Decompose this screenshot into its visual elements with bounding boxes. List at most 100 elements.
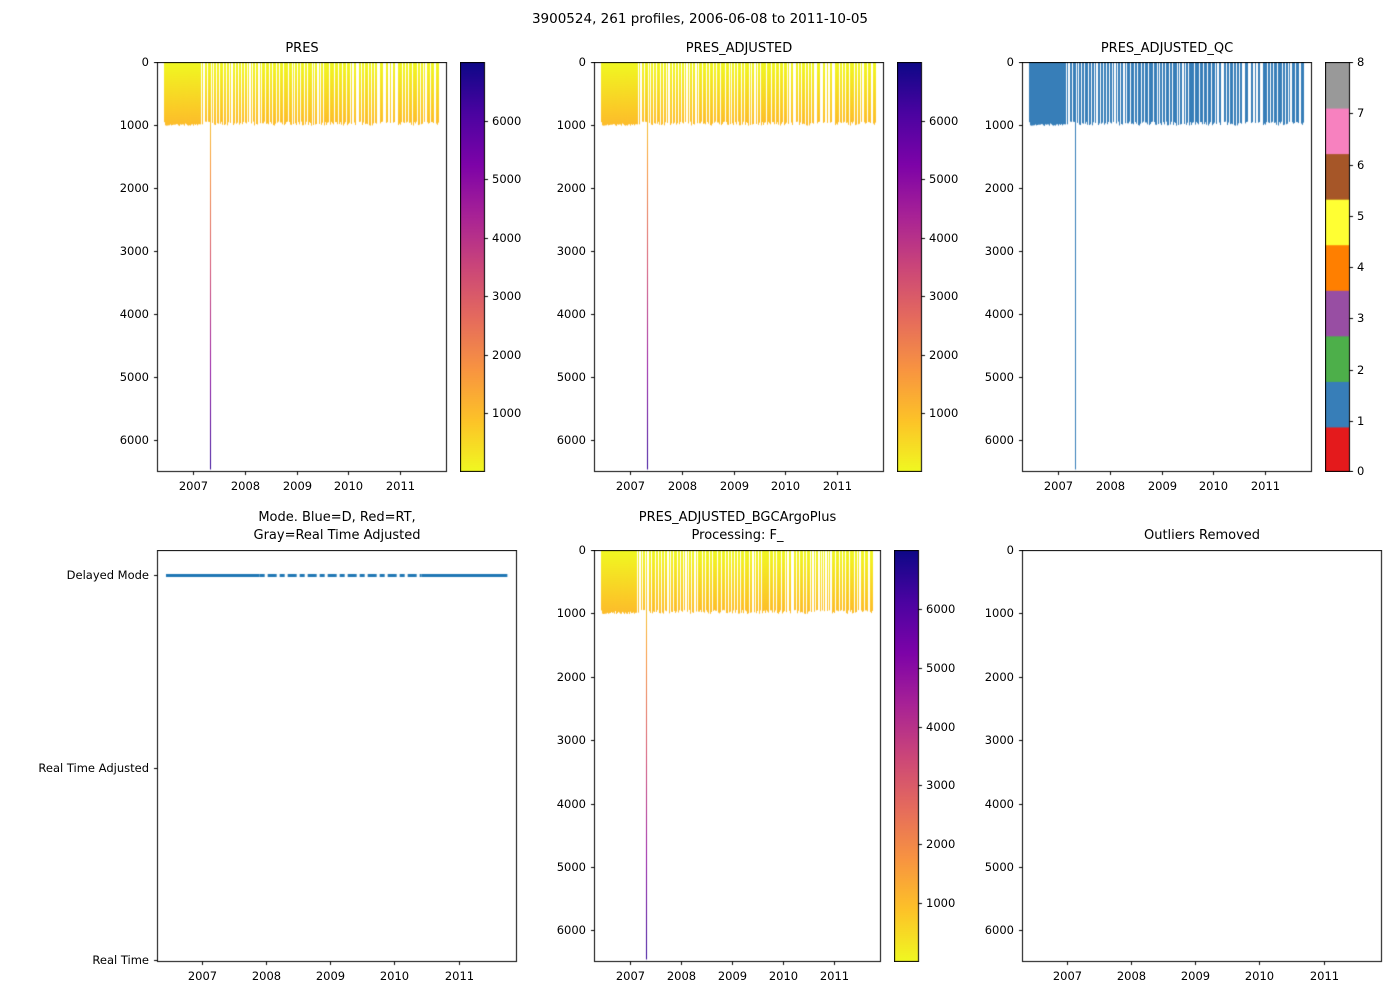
bgc-plot-canvas — [588, 550, 883, 969]
outliers-plot-canvas — [1016, 550, 1384, 969]
pres-adjusted-qc-plot-canvas — [1016, 62, 1314, 479]
subplot-title-pres-adjusted-qc: PRES_ADJUSTED_QC — [1100, 41, 1234, 56]
pres-colorbar-tick-label: 2000 — [492, 348, 522, 362]
pres-xtick-label: 2008 — [230, 479, 261, 493]
mode-category-label: Real Time Adjusted — [38, 761, 149, 775]
pres-colorbar-tick-label: 6000 — [492, 114, 522, 128]
pres-adjusted-qc-colorbar-tick-label: 7 — [1357, 106, 1365, 120]
pres-ytick-label: 4000 — [119, 307, 149, 321]
bgc-colorbar-tick-label: 5000 — [926, 661, 956, 675]
pres-adjusted-qc-colorbar-tick-label: 1 — [1357, 414, 1365, 428]
outliers-ytick-label: 6000 — [984, 923, 1014, 937]
mode-xtick-label: 2010 — [379, 969, 410, 983]
bgc-colorbar-tick-label: 1000 — [926, 896, 956, 910]
outliers-xtick-label: 2010 — [1244, 969, 1275, 983]
pres-adjusted-colorbar-tick-label: 5000 — [929, 172, 959, 186]
bgc-ytick-label: 0 — [578, 543, 586, 557]
pres-adjusted-xtick-label: 2008 — [667, 479, 698, 493]
outliers-ytick-label: 5000 — [984, 860, 1014, 874]
pres-colorbar-tick-label: 5000 — [492, 172, 522, 186]
bgc-colorbar-tick-label: 2000 — [926, 837, 956, 851]
pres-adjusted-ytick-label: 5000 — [556, 370, 586, 384]
mode-xtick-label: 2011 — [444, 969, 475, 983]
bgc-ytick-label: 5000 — [556, 860, 586, 874]
outliers-xtick-label: 2011 — [1309, 969, 1340, 983]
bgc-colorbar-tick-label: 4000 — [926, 720, 956, 734]
pres-adjusted-ytick-label: 2000 — [556, 181, 586, 195]
pres-adjusted-qc-ytick-label: 4000 — [984, 307, 1014, 321]
pres-adjusted-qc-colorbar — [1325, 62, 1355, 472]
pres-adjusted-colorbar — [897, 62, 927, 472]
bgc-colorbar-tick-label: 6000 — [926, 602, 956, 616]
pres-adjusted-ytick-label: 6000 — [556, 433, 586, 447]
pres-adjusted-ytick-label: 4000 — [556, 307, 586, 321]
pres-adjusted-qc-xtick-label: 2010 — [1198, 479, 1229, 493]
pres-colorbar — [460, 62, 490, 472]
subplot-title-outliers: Outliers Removed — [1143, 528, 1261, 543]
mode-category-label: Real Time — [92, 953, 149, 967]
bgc-colorbar — [894, 550, 924, 962]
bgc-xtick-label: 2010 — [768, 969, 799, 983]
mode-plot-canvas — [151, 550, 519, 969]
subplot-title-pres-adjusted: PRES_ADJUSTED — [685, 41, 793, 56]
subplot-title-mode: Mode. Blue=D, Red=RT, Gray=Real Time Adj… — [253, 510, 421, 543]
mode-xtick-label: 2007 — [187, 969, 218, 983]
pres-adjusted-colorbar-tick-label: 1000 — [929, 406, 959, 420]
pres-adjusted-ytick-label: 0 — [578, 55, 586, 69]
pres-plot-canvas — [151, 62, 449, 479]
pres-adjusted-qc-colorbar-tick-label: 5 — [1357, 209, 1365, 223]
pres-adjusted-qc-ytick-label: 1000 — [984, 118, 1014, 132]
pres-adjusted-colorbar-tick-label: 6000 — [929, 114, 959, 128]
pres-ytick-label: 1000 — [119, 118, 149, 132]
subplot-title-pres: PRES — [285, 41, 319, 56]
pres-adjusted-qc-colorbar-tick-label: 8 — [1357, 55, 1365, 69]
pres-adjusted-qc-colorbar-tick-label: 6 — [1357, 158, 1365, 172]
pres-adjusted-colorbar-tick-label: 4000 — [929, 231, 959, 245]
pres-adjusted-colorbar-tick-label: 3000 — [929, 289, 959, 303]
subplot-title-bgc: PRES_ADJUSTED_BGCArgoPlus Processing: F_ — [638, 510, 837, 543]
pres-adjusted-qc-xtick-label: 2009 — [1147, 479, 1178, 493]
pres-adjusted-ytick-label: 1000 — [556, 118, 586, 132]
pres-adjusted-ytick-label: 3000 — [556, 244, 586, 258]
pres-adjusted-qc-xtick-label: 2008 — [1095, 479, 1126, 493]
pres-adjusted-xtick-label: 2009 — [719, 479, 750, 493]
bgc-colorbar-tick-label: 3000 — [926, 778, 956, 792]
bgc-xtick-label: 2009 — [717, 969, 748, 983]
bgc-xtick-label: 2007 — [615, 969, 646, 983]
pres-ytick-label: 5000 — [119, 370, 149, 384]
bgc-ytick-label: 3000 — [556, 733, 586, 747]
outliers-ytick-label: 3000 — [984, 733, 1014, 747]
outliers-ytick-label: 2000 — [984, 670, 1014, 684]
pres-adjusted-qc-xtick-label: 2007 — [1043, 479, 1074, 493]
mode-xtick-label: 2008 — [251, 969, 282, 983]
bgc-ytick-label: 6000 — [556, 923, 586, 937]
pres-adjusted-qc-xtick-label: 2011 — [1250, 479, 1281, 493]
outliers-ytick-label: 4000 — [984, 797, 1014, 811]
figure-title: 3900524, 261 profiles, 2006-06-08 to 201… — [531, 11, 869, 27]
pres-adjusted-xtick-label: 2007 — [615, 479, 646, 493]
bgc-ytick-label: 4000 — [556, 797, 586, 811]
outliers-xtick-label: 2008 — [1116, 969, 1147, 983]
mode-category-label: Delayed Mode — [66, 568, 149, 582]
pres-ytick-label: 6000 — [119, 433, 149, 447]
pres-adjusted-xtick-label: 2011 — [822, 479, 853, 493]
mode-xtick-label: 2009 — [315, 969, 346, 983]
bgc-ytick-label: 2000 — [556, 670, 586, 684]
pres-colorbar-tick-label: 1000 — [492, 406, 522, 420]
pres-adjusted-qc-ytick-label: 0 — [1006, 55, 1014, 69]
bgc-xtick-label: 2011 — [819, 969, 850, 983]
pres-adjusted-qc-colorbar-tick-label: 2 — [1357, 363, 1365, 377]
pres-adjusted-qc-ytick-label: 2000 — [984, 181, 1014, 195]
outliers-ytick-label: 1000 — [984, 606, 1014, 620]
pres-adjusted-qc-colorbar-tick-label: 3 — [1357, 311, 1365, 325]
pres-xtick-label: 2011 — [385, 479, 416, 493]
pres-adjusted-qc-colorbar-tick-label: 0 — [1357, 464, 1365, 478]
pres-adjusted-colorbar-tick-label: 2000 — [929, 348, 959, 362]
outliers-xtick-label: 2007 — [1052, 969, 1083, 983]
pres-colorbar-tick-label: 4000 — [492, 231, 522, 245]
pres-colorbar-tick-label: 3000 — [492, 289, 522, 303]
pres-xtick-label: 2007 — [178, 479, 209, 493]
